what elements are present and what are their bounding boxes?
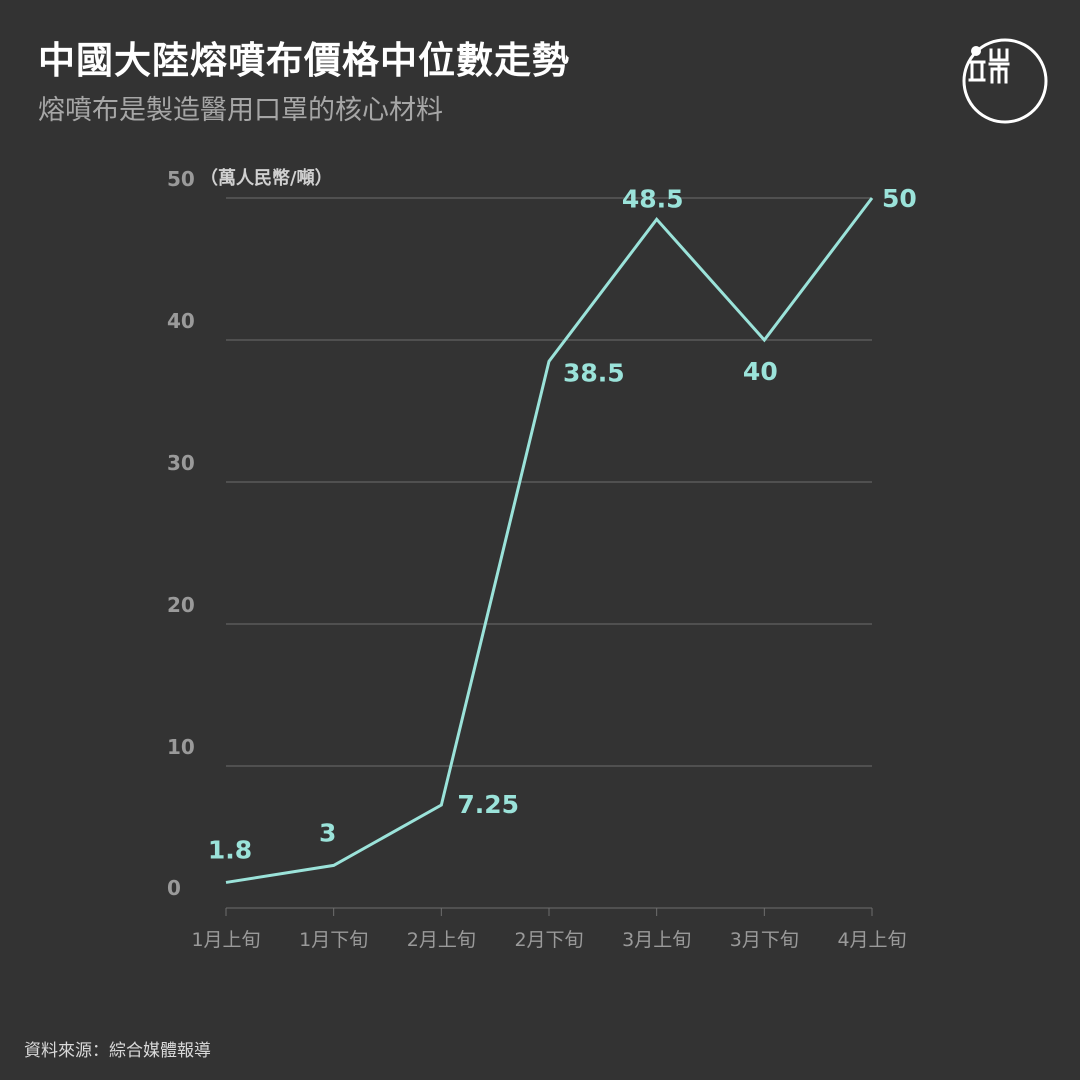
x-tick-label: 4月上旬	[837, 929, 906, 951]
data-label: 3	[319, 818, 336, 847]
y-tick-label: 30	[167, 451, 195, 475]
data-label: 7.25	[457, 790, 519, 819]
x-tick-label: 3月下旬	[730, 929, 799, 951]
x-tick-label: 2月下旬	[514, 929, 583, 951]
chart-subtitle: 熔噴布是製造醫用口罩的核心材料	[38, 95, 443, 126]
y-tick-label: 0	[167, 876, 181, 900]
y-tick-label: 50	[167, 167, 195, 191]
y-tick-label: 20	[167, 593, 195, 617]
price-line	[225, 197, 874, 884]
x-tick-label: 1月下旬	[299, 929, 368, 951]
data-label: 40	[743, 357, 778, 386]
data-label: 50	[882, 184, 917, 213]
y-tick-label: 10	[167, 735, 195, 759]
y-tick-label: 40	[167, 309, 195, 333]
y-axis-label: （萬人民幣/噸）	[200, 167, 333, 189]
source-note: 資料來源：綜合媒體報導	[24, 1041, 211, 1061]
theinitium-logo-icon	[962, 38, 1048, 124]
x-tick-label: 1月上旬	[191, 929, 260, 951]
data-label: 48.5	[622, 184, 684, 213]
data-label: 38.5	[563, 358, 625, 387]
chart-title: 中國大陸熔噴布價格中位數走勢	[38, 39, 570, 82]
data-label: 1.8	[208, 835, 252, 864]
x-tick-label: 2月上旬	[407, 929, 476, 951]
x-tick-label: 3月上旬	[622, 929, 691, 951]
